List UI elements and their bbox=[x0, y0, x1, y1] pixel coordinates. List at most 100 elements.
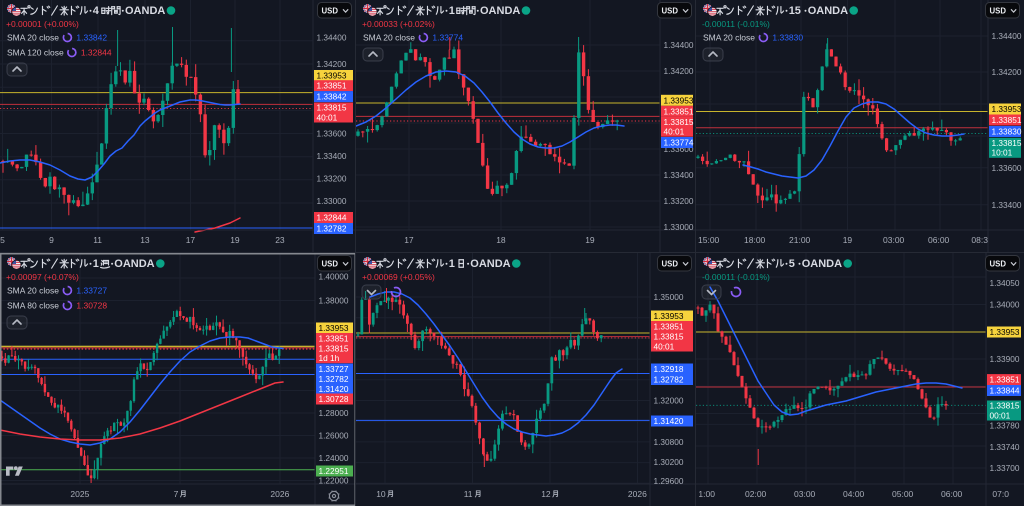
svg-text:1.33900: 1.33900 bbox=[990, 354, 1020, 364]
svg-text:USD: USD bbox=[662, 6, 679, 15]
svg-text:1.33953: 1.33953 bbox=[654, 311, 684, 321]
svg-text:11: 11 bbox=[93, 235, 102, 245]
svg-text:1.30728: 1.30728 bbox=[76, 301, 107, 311]
svg-text:15:00: 15:00 bbox=[698, 235, 720, 245]
svg-text:06:00: 06:00 bbox=[941, 489, 963, 499]
svg-text:+0.00097 (+0.07%): +0.00097 (+0.07%) bbox=[6, 272, 79, 282]
svg-text:1.34050: 1.34050 bbox=[990, 278, 1020, 288]
svg-text:1.33400: 1.33400 bbox=[664, 170, 694, 180]
svg-text:1.30800: 1.30800 bbox=[654, 437, 684, 447]
svg-text:1d 1h: 1d 1h bbox=[319, 353, 340, 363]
svg-text:40:01: 40:01 bbox=[654, 341, 675, 351]
svg-text:02:00: 02:00 bbox=[745, 489, 767, 499]
svg-text:1.33844: 1.33844 bbox=[990, 386, 1020, 396]
svg-text:1.33953: 1.33953 bbox=[990, 327, 1020, 337]
svg-text:SMA 20 close: SMA 20 close bbox=[363, 33, 415, 43]
svg-text:17: 17 bbox=[186, 235, 196, 245]
svg-text:1.33400: 1.33400 bbox=[992, 200, 1022, 210]
svg-text:OANDA: OANDA bbox=[808, 5, 848, 17]
svg-text:05:00: 05:00 bbox=[892, 489, 914, 499]
svg-text:00:01: 00:01 bbox=[990, 410, 1011, 420]
svg-text:1.29600: 1.29600 bbox=[654, 476, 684, 486]
svg-text:18: 18 bbox=[496, 235, 506, 245]
svg-text:+0.00001 (+0.00%): +0.00001 (+0.00%) bbox=[6, 19, 79, 29]
svg-text:13: 13 bbox=[140, 235, 150, 245]
svg-text:OANDA: OANDA bbox=[125, 5, 165, 17]
svg-text:1.22000: 1.22000 bbox=[319, 476, 349, 486]
svg-text:USD: USD bbox=[662, 259, 679, 268]
svg-text:21:00: 21:00 bbox=[789, 235, 811, 245]
svg-text:1.33851: 1.33851 bbox=[654, 322, 684, 332]
svg-text:-0.00011 (-0.01%): -0.00011 (-0.01%) bbox=[702, 19, 770, 29]
svg-text:10: 10 bbox=[376, 489, 386, 499]
svg-text:2026: 2026 bbox=[270, 489, 289, 499]
svg-text:2025: 2025 bbox=[70, 489, 89, 499]
svg-text:5: 5 bbox=[789, 258, 795, 270]
svg-text:1.32844: 1.32844 bbox=[81, 48, 112, 58]
svg-text:1.33851: 1.33851 bbox=[664, 106, 694, 116]
svg-text:1.32918: 1.32918 bbox=[654, 364, 684, 374]
svg-text:1.34000: 1.34000 bbox=[990, 300, 1020, 310]
svg-text:1.33815: 1.33815 bbox=[317, 103, 347, 113]
svg-text:19: 19 bbox=[585, 235, 595, 245]
svg-text:+0.00069 (+0.05%): +0.00069 (+0.05%) bbox=[362, 272, 435, 282]
svg-text:SMA 20 close: SMA 20 close bbox=[703, 33, 755, 43]
svg-text:1.30200: 1.30200 bbox=[654, 457, 684, 467]
svg-text:1.33200: 1.33200 bbox=[317, 174, 347, 184]
svg-text:1.33815: 1.33815 bbox=[990, 401, 1020, 411]
svg-text:1.33953: 1.33953 bbox=[319, 323, 349, 333]
svg-text:USD: USD bbox=[990, 6, 1007, 15]
svg-text:1.32782: 1.32782 bbox=[317, 224, 347, 234]
svg-text:1.33000: 1.33000 bbox=[317, 196, 347, 206]
svg-text:15: 15 bbox=[789, 5, 801, 17]
svg-text:40:01: 40:01 bbox=[664, 127, 685, 137]
svg-text:1.32844: 1.32844 bbox=[317, 213, 347, 223]
svg-text:4: 4 bbox=[93, 5, 100, 17]
svg-text:1.31420: 1.31420 bbox=[319, 384, 349, 394]
svg-text:1.33953: 1.33953 bbox=[992, 104, 1022, 114]
svg-text:OANDA: OANDA bbox=[802, 258, 842, 270]
svg-text:1.22951: 1.22951 bbox=[319, 466, 349, 476]
svg-text:1.33842: 1.33842 bbox=[317, 92, 347, 102]
svg-text:1.33200: 1.33200 bbox=[664, 196, 694, 206]
svg-text:USD: USD bbox=[322, 259, 339, 268]
svg-text:1.32782: 1.32782 bbox=[319, 374, 349, 384]
svg-text:18:00: 18:00 bbox=[744, 235, 766, 245]
svg-text:1.33600: 1.33600 bbox=[317, 129, 347, 139]
svg-text:07:0: 07:0 bbox=[992, 489, 1009, 499]
svg-text:04:00: 04:00 bbox=[843, 489, 865, 499]
svg-text:1.33830: 1.33830 bbox=[992, 127, 1022, 137]
svg-text:SMA 80 close: SMA 80 close bbox=[7, 301, 59, 311]
svg-text:1.24000: 1.24000 bbox=[319, 453, 349, 463]
svg-text:-0.00011 (-0.01%): -0.00011 (-0.01%) bbox=[702, 272, 770, 282]
svg-text:OANDA: OANDA bbox=[470, 258, 510, 270]
svg-text:1.34200: 1.34200 bbox=[992, 67, 1022, 77]
svg-text:06:00: 06:00 bbox=[928, 235, 950, 245]
svg-text:1.34400: 1.34400 bbox=[317, 33, 347, 43]
svg-text:1.40000: 1.40000 bbox=[319, 272, 349, 282]
svg-text:10:01: 10:01 bbox=[992, 148, 1013, 158]
svg-text:1.33830: 1.33830 bbox=[772, 33, 803, 43]
svg-text:1.33780: 1.33780 bbox=[990, 421, 1020, 431]
svg-text:1.26000: 1.26000 bbox=[319, 431, 349, 441]
svg-text:1.33727: 1.33727 bbox=[76, 286, 107, 296]
svg-text:1.33774: 1.33774 bbox=[432, 33, 463, 43]
svg-text:9: 9 bbox=[49, 235, 54, 245]
svg-text:1.38000: 1.38000 bbox=[319, 296, 349, 306]
svg-text:1.35000: 1.35000 bbox=[654, 292, 684, 302]
svg-text:1.34200: 1.34200 bbox=[664, 66, 694, 76]
svg-text:OANDA: OANDA bbox=[114, 258, 154, 270]
svg-text:1.34400: 1.34400 bbox=[664, 40, 694, 50]
svg-text:1.33953: 1.33953 bbox=[664, 95, 694, 105]
svg-text:+0.00033 (+0.02%): +0.00033 (+0.02%) bbox=[362, 19, 435, 29]
svg-text:USD: USD bbox=[322, 6, 339, 15]
svg-text:1.33000: 1.33000 bbox=[664, 222, 694, 232]
svg-text:1.33851: 1.33851 bbox=[992, 115, 1022, 125]
svg-text:40:01: 40:01 bbox=[317, 112, 338, 122]
svg-text:03:00: 03:00 bbox=[883, 235, 905, 245]
svg-text:1: 1 bbox=[449, 5, 455, 17]
svg-text:1.33815: 1.33815 bbox=[654, 332, 684, 342]
svg-text:7: 7 bbox=[174, 489, 179, 499]
svg-text:1.33774: 1.33774 bbox=[664, 138, 694, 148]
svg-text:19: 19 bbox=[843, 235, 853, 245]
